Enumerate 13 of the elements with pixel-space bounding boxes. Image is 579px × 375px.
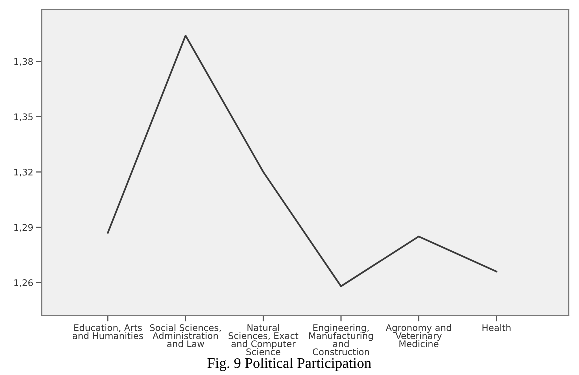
y-tick-label: 1,32 [14, 168, 33, 177]
text: Fig. 9 Political Participation [208, 358, 372, 372]
x-tick-label: Social Sciences, Administration and Law [150, 324, 222, 348]
x-tick-label: Health [482, 324, 511, 332]
y-tick-label: 1,35 [14, 114, 33, 122]
x-tick-label: Engineering, Manufacturing and Construction [309, 324, 374, 356]
x-tick-label: Education, Arts and Humanities [73, 324, 144, 340]
y-tick-label: 1,26 [14, 280, 34, 288]
line-series [107, 34, 498, 288]
y-tick-label: 1,29 [14, 224, 34, 232]
x-tick-label: Natural Sciences, Exact and Computer Science [228, 324, 299, 356]
x-tick-label: Agronomy and Veterinary Medicine [386, 324, 452, 348]
y-tick-label: 1,38 [14, 58, 34, 66]
